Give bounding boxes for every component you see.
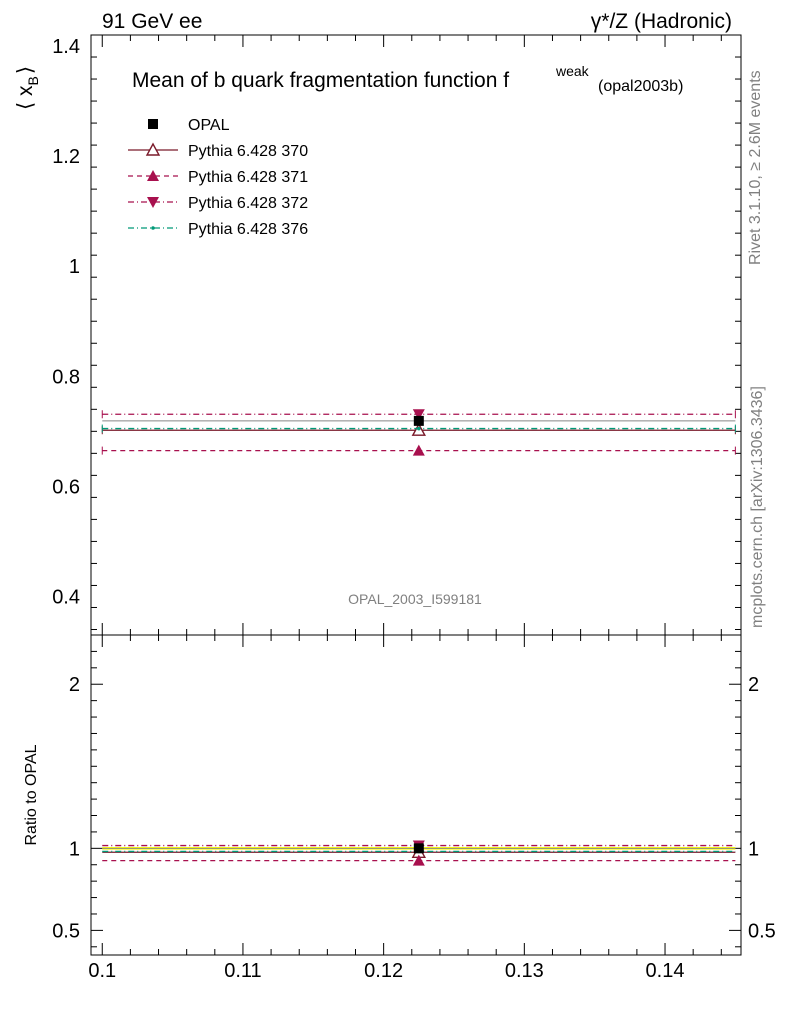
series-4-main-marker [417, 426, 421, 431]
legend-item-3-marker [147, 197, 159, 208]
y-tick-label-ratio: 2 [69, 674, 80, 696]
data-layer [101, 409, 736, 866]
svg-text:weak: weak [555, 63, 590, 79]
analysis-id-label: OPAL_2003_I599181 [348, 591, 482, 607]
header-left-label: 91 GeV ee [102, 10, 202, 33]
x-tick-label: 0.1 [88, 960, 116, 982]
legend-item-0-marker [148, 119, 158, 129]
y-tick-label-main: 0.8 [52, 366, 80, 388]
series-2-ratio-marker [412, 854, 425, 866]
series-2-main-marker [412, 444, 425, 456]
y-tick-label-main: 0.6 [52, 476, 80, 498]
y-tick-label-main: 1.2 [52, 146, 80, 168]
legend-item-3-label: Pythia 6.428 372 [188, 195, 308, 212]
series-3-main-marker [412, 409, 425, 421]
axes-layer: 0.1 0.11 0.12 0.13 0.14 0.4 0.6 0.8 1 1.2 1.4 0.5 0.… [52, 34, 776, 982]
legend-item-1-label: Pythia 6.428 370 [188, 143, 308, 160]
header-right-label: γ*/Z (Hadronic) [591, 10, 732, 33]
x-tick-label: 0.11 [224, 960, 261, 982]
legend-item-0-label: OPAL [188, 117, 230, 134]
ratio-y-axis-title: Ratio to OPAL [23, 744, 40, 845]
y-tick-label-ratio: 0.5 [52, 920, 80, 942]
legend: OPAL Pythia 6.428 370 Pythia 6.428 371 Pyth… [128, 117, 308, 238]
main-y-axis-title: ⟨ xB⟩ [14, 66, 41, 110]
legend-item-4-marker [151, 226, 155, 230]
y-tick-label-ratio-right: 2 [748, 674, 759, 696]
y-tick-label-ratio-right: 0.5 [748, 920, 776, 942]
series-0-main-marker [413, 415, 424, 426]
y-tick-label-ratio: 1 [69, 838, 80, 860]
series-0-ratio-marker [413, 843, 424, 854]
chart-title: Mean of b quark fragmentation function f… [132, 63, 683, 95]
mcplots-label: mcplots.cern.ch [arXiv:1306.3436] [749, 386, 766, 628]
legend-item-4-label: Pythia 6.428 376 [188, 221, 308, 238]
y-tick-label-main: 1.4 [52, 36, 80, 58]
x-tick-label: 0.14 [646, 960, 685, 982]
y-tick-label-main: 1 [69, 256, 80, 278]
legend-item-2-label: Pythia 6.428 371 [188, 169, 308, 186]
x-tick-label: 0.13 [505, 960, 544, 982]
svg-text:⟨ xB⟩: ⟨ xB⟩ [14, 66, 41, 110]
rivet-version-label: Rivet 3.1.10, ≥ 2.6M events [747, 70, 764, 265]
y-tick-label-ratio-right: 1 [748, 838, 759, 860]
legend-item-1-marker [145, 142, 161, 156]
svg-text:(opal2003b): (opal2003b) [598, 78, 683, 95]
x-tick-label: 0.12 [364, 960, 403, 982]
y-tick-label-main: 0.4 [52, 586, 80, 608]
svg-text:Mean of b quark fragmentation: Mean of b quark fragmentation function f [132, 69, 509, 92]
ratio-panel-frame [90, 634, 742, 956]
legend-item-2-marker [147, 170, 159, 181]
